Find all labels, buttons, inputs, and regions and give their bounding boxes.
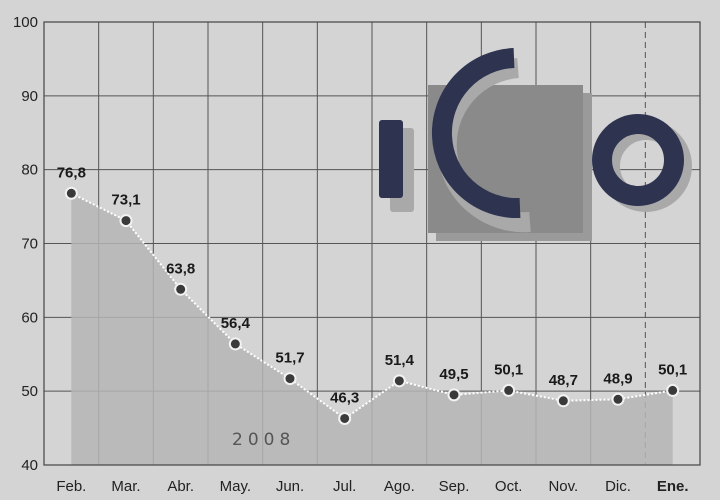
data-point: [283, 372, 297, 386]
data-label: 51,7: [275, 350, 304, 367]
x-tick-label: Jun.: [276, 478, 304, 495]
data-point: [556, 394, 570, 408]
x-tick-label: Ago.: [384, 478, 415, 495]
data-point: [64, 186, 78, 200]
y-tick-label: 50: [21, 383, 38, 400]
data-label: 46,3: [330, 389, 359, 406]
data-label: 51,4: [385, 352, 415, 369]
x-tick-label: Nov.: [548, 478, 578, 495]
marks-layer: 76,8 73,1 63,8 56,4 51,7 46,3 51,4 49,5 50,1 48,7…: [57, 164, 687, 425]
data-label: 48,9: [603, 370, 632, 387]
data-point: [174, 282, 188, 296]
x-tick-label: Feb.: [56, 478, 86, 495]
x-tick-label: Dic.: [605, 478, 631, 495]
ico-logo: [379, 48, 692, 241]
area-layer: [71, 193, 673, 465]
x-tick-label: Jul.: [333, 478, 356, 495]
data-label: 73,1: [111, 192, 140, 209]
data-label: 49,5: [439, 366, 468, 383]
x-tick-label: May.: [220, 478, 251, 495]
x-tick-label: Mar.: [111, 478, 140, 495]
data-point: [119, 214, 133, 228]
y-tick-label: 80: [21, 162, 38, 179]
period-label: 2008: [232, 430, 295, 450]
series-line: [70, 192, 673, 420]
data-label: 63,8: [166, 260, 195, 277]
y-tick-label: 70: [21, 236, 38, 253]
axes: 40 50 60 70 80 90 100 Feb. Mar. Abr. May. Jun. Jul. A…: [13, 14, 701, 495]
logo-arc: [431, 48, 521, 219]
y-tick-label: 100: [13, 14, 38, 31]
data-label: 76,8: [57, 164, 86, 181]
x-tick-label: Ene.: [657, 478, 689, 495]
y-tick-label: 40: [21, 457, 38, 474]
x-tick-label: Sep.: [439, 478, 470, 495]
data-label: 50,1: [658, 361, 687, 378]
logo-bar: [379, 120, 403, 198]
data-point: [228, 337, 242, 351]
data-label: 56,4: [221, 315, 251, 332]
data-label: 48,7: [549, 372, 578, 389]
plot-frame: [43, 21, 701, 466]
data-point: [392, 374, 406, 388]
data-point: [502, 383, 516, 397]
data-point: [338, 411, 352, 425]
data-point: [666, 383, 680, 397]
x-tick-label: Oct.: [495, 478, 523, 495]
x-tick-label: Abr.: [167, 478, 194, 495]
logo-ring: [592, 114, 684, 206]
data-label: 50,1: [494, 361, 523, 378]
series-area: [71, 193, 673, 465]
y-tick-label: 60: [21, 309, 38, 326]
data-point: [611, 392, 625, 406]
data-point: [447, 388, 461, 402]
y-tick-label: 90: [21, 88, 38, 105]
